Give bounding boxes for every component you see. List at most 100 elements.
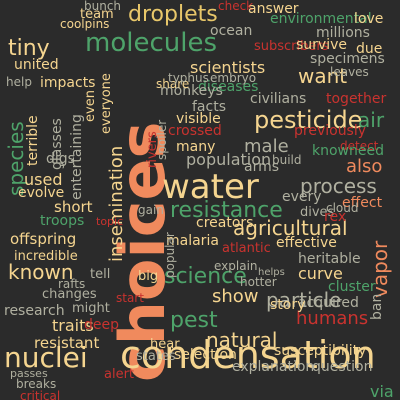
word-many: many	[176, 139, 216, 155]
word-malaria: malaria	[166, 233, 219, 249]
word-troops: troops	[40, 213, 85, 229]
word-resistance: resistance	[170, 198, 283, 223]
word-pest: pest	[170, 308, 218, 333]
word-subscribers: subscribers	[254, 39, 329, 54]
word-critical: critical	[20, 389, 61, 400]
word-every: every	[282, 189, 322, 205]
word-rex: rex	[324, 209, 347, 225]
word-detect: detect	[340, 139, 379, 153]
word-coolpins: coolpins	[60, 17, 110, 31]
word-previously: previously	[294, 123, 367, 139]
word-environmental: environmental	[270, 11, 372, 27]
word-effect: effect	[342, 195, 383, 211]
word-topic: topic	[96, 215, 124, 228]
word-monkeys: monkeys	[160, 83, 223, 99]
word-used: used	[24, 170, 63, 189]
word-explanation: explanation	[232, 359, 315, 375]
word-effective: effective	[276, 235, 337, 251]
word-rafts: rafts	[58, 277, 86, 291]
word-hear: hear	[150, 337, 180, 352]
word-love: love	[354, 11, 384, 27]
word-diseases: diseases	[198, 79, 259, 95]
word-united: united	[14, 57, 59, 73]
word-want: want	[298, 64, 348, 88]
word-facts: facts	[192, 99, 226, 115]
word-cloud: cloud	[326, 201, 359, 215]
word-terrible: terrible	[25, 115, 41, 166]
word-leaves: leaves	[330, 65, 369, 79]
word-knowneed: knowneed	[312, 143, 384, 159]
word-humans: humans	[296, 308, 369, 329]
word-story: story	[270, 297, 306, 313]
word-offspring: offspring	[10, 230, 77, 248]
word-everyone: everyone	[99, 73, 114, 134]
word-typhus: typhus	[168, 71, 209, 85]
word-big: big	[138, 269, 159, 284]
word-via: via	[370, 382, 394, 400]
word-heritable: heritable	[298, 251, 361, 267]
word-creators: creators	[196, 215, 254, 231]
word-embryo: embryo	[210, 71, 257, 85]
word-molecules: molecules	[85, 28, 217, 58]
word-help: help	[6, 75, 32, 89]
word-cluster: cluster	[328, 279, 376, 295]
word-evolve: evolve	[18, 185, 65, 201]
word-crossed: crossed	[168, 123, 222, 139]
word-due: due	[356, 41, 383, 57]
word-traits: traits	[52, 316, 94, 335]
word-check: check	[218, 0, 254, 13]
word-insemination: insemination	[106, 145, 127, 262]
word-particle: particle	[266, 288, 342, 312]
word-changes: changes	[42, 287, 97, 302]
word-rivers: rivers	[145, 131, 160, 168]
word-incredible: incredible	[14, 249, 78, 264]
word-water: water	[162, 167, 259, 207]
word-civilians: civilians	[250, 91, 307, 107]
word-natural: natural	[206, 328, 278, 352]
word-condensation: condensation	[120, 333, 376, 377]
word-together: together	[326, 91, 387, 107]
word-might: might	[72, 301, 110, 316]
word-answer: answer	[248, 1, 299, 17]
word-population: population	[186, 150, 272, 169]
word-pesticide: pesticide	[254, 106, 363, 134]
word-ocean: ocean	[210, 23, 253, 39]
word-gain: gain	[138, 203, 164, 217]
word-visible: visible	[176, 111, 221, 127]
word-digs: digs	[46, 151, 75, 167]
word-dives: dives	[300, 205, 335, 220]
word-curve: curve	[298, 264, 343, 283]
word-deep: deep	[84, 317, 119, 333]
word-impacts: impacts	[40, 75, 96, 91]
word-atlantic: atlantic	[222, 241, 271, 256]
word-science: science	[164, 264, 247, 289]
word-nuclei: nuclei	[4, 341, 88, 374]
word-question: question	[312, 359, 373, 375]
word-alert: alert	[104, 367, 135, 382]
word-states: states	[136, 349, 176, 364]
word-tiny: tiny	[8, 36, 50, 61]
word-research: research	[4, 303, 65, 319]
word-acquired: acquired	[298, 295, 359, 311]
word-agricultural: agricultural	[233, 216, 348, 240]
word-start: start	[116, 291, 144, 305]
word-share: share	[156, 77, 190, 91]
word-also: also	[346, 156, 383, 177]
word-droplets: droplets	[128, 2, 218, 27]
word-hotter: hotter	[240, 275, 277, 289]
word-specimens: specimens	[310, 51, 385, 67]
word-tell: tell	[90, 267, 111, 282]
word-known: known	[8, 260, 74, 284]
word-ban: ban	[369, 293, 385, 320]
word-bunch: bunch	[84, 0, 122, 13]
word-team: team	[80, 7, 114, 22]
word-survive: survive	[296, 37, 347, 53]
word-passes: passes	[10, 367, 48, 380]
word-explain: explain	[214, 259, 258, 273]
word-breaks: breaks	[16, 377, 57, 391]
word-selection: selection	[174, 347, 237, 363]
word-air: air	[358, 108, 385, 132]
word-build: build	[272, 153, 302, 167]
word-scientists: scientists	[190, 58, 266, 77]
word-popular: popular	[163, 232, 177, 278]
